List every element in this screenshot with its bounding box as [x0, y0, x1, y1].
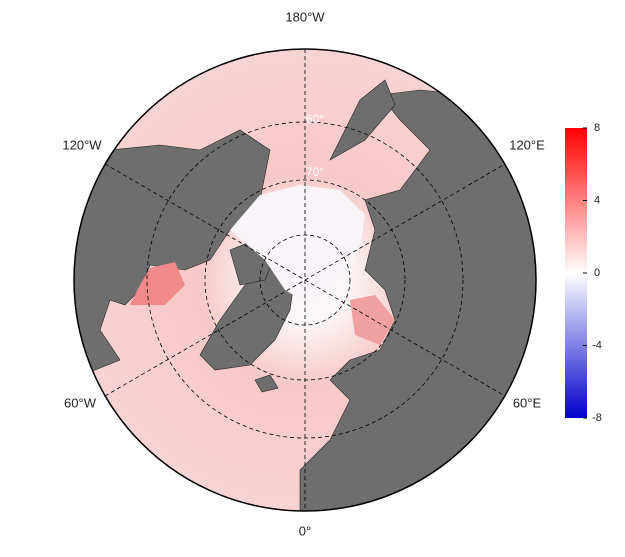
map-border [73, 48, 537, 512]
hudson-bay [130, 262, 185, 305]
kamchatka [329, 79, 396, 161]
colorbar-tick-label: 8 [594, 122, 600, 134]
colorbar-tick-label: -4 [592, 339, 602, 351]
graticule [104, 49, 506, 511]
longitude-label: 120°W [62, 137, 102, 152]
iceland [254, 374, 279, 393]
colorbar-fill [565, 128, 587, 418]
north-america [74, 129, 271, 381]
eurasia [299, 89, 536, 511]
colorbar-tick-label: 4 [594, 194, 600, 206]
longitude-label: 120°E [509, 137, 545, 152]
colorbar: 8 4 0 -4 -8 [565, 122, 602, 424]
map-area [74, 49, 536, 511]
longitude-label: 0° [299, 523, 311, 538]
latitude-label: 60° [306, 112, 324, 126]
barents-sea [350, 295, 395, 345]
sea-ice [230, 185, 365, 305]
colorbar-tick-label: 0 [594, 267, 600, 279]
longitude-label: 180°W [285, 9, 325, 24]
latitude-label: 70° [306, 165, 324, 179]
longitude-label: 60°E [513, 395, 542, 410]
colorbar-tick-label: -8 [592, 412, 602, 424]
longitude-label: 60°W [64, 395, 97, 410]
